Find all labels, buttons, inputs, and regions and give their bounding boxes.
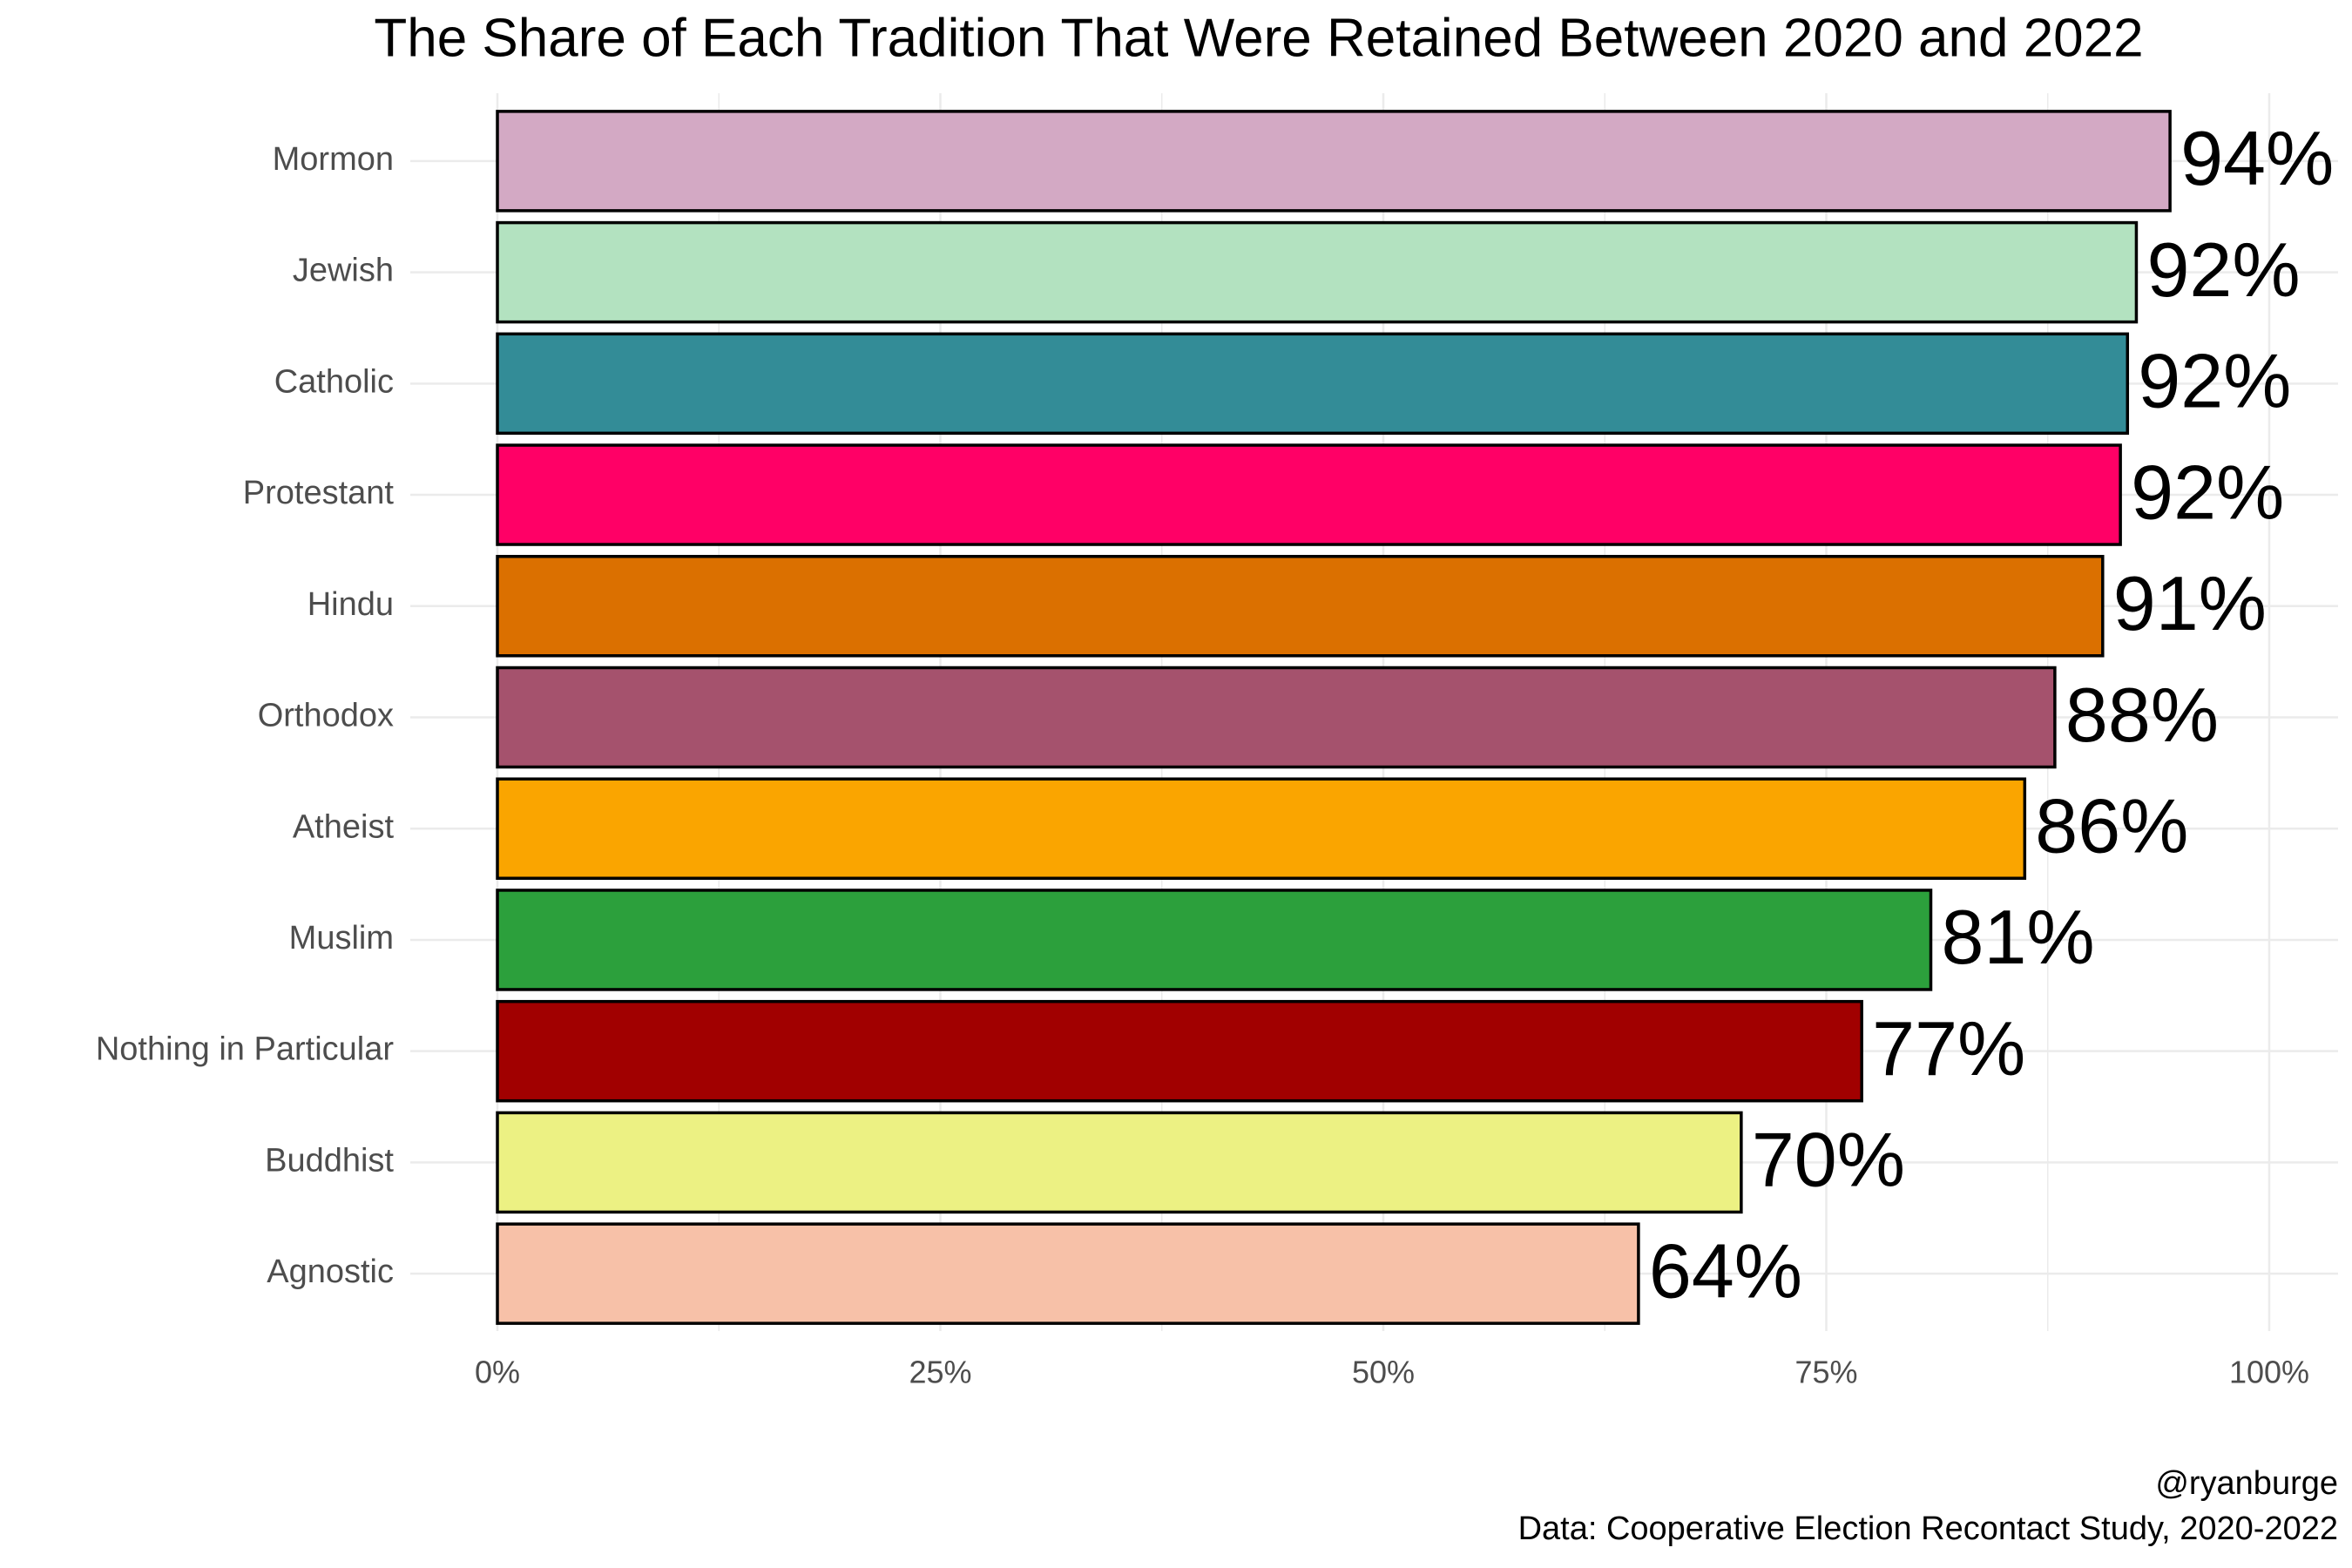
value-label: 81% (1942, 894, 2095, 980)
y-tick-label: Agnostic (267, 1254, 394, 1290)
x-tick-label: 25% (909, 1355, 971, 1390)
bar (496, 332, 2130, 436)
y-tick-label: Catholic (274, 363, 394, 400)
bar (496, 999, 1863, 1103)
caption: @ryanburge (2155, 1465, 2338, 1502)
value-label: 92% (2146, 226, 2300, 313)
x-tick-label: 100% (2229, 1355, 2309, 1390)
x-tick-label: 0% (475, 1355, 520, 1390)
value-label: 91% (2113, 560, 2267, 646)
value-label: 88% (2065, 672, 2219, 758)
bar (496, 555, 2105, 658)
value-label: 77% (1872, 1005, 2025, 1092)
bar (496, 443, 2122, 546)
value-label: 92% (2131, 449, 2284, 535)
bar (496, 889, 1933, 991)
y-tick-label: Orthodox (258, 698, 394, 734)
value-label: 70% (1752, 1117, 1905, 1203)
value-label: 92% (2138, 338, 2291, 424)
bar (496, 110, 2172, 213)
x-tick-label: 75% (1794, 1355, 1857, 1390)
x-tick-label: 50% (1352, 1355, 1415, 1390)
y-tick-label: Atheist (293, 808, 395, 845)
y-tick-label: Buddhist (265, 1142, 394, 1179)
value-label: 64% (1649, 1227, 1802, 1314)
y-tick-label: Protestant (243, 475, 395, 511)
y-tick-label: Mormon (273, 141, 394, 178)
bar (496, 1111, 1743, 1214)
bar (496, 777, 2027, 880)
value-label: 86% (2035, 782, 2188, 868)
chart-title: The Share of Each Tradition That Were Re… (374, 8, 2143, 68)
caption: Data: Cooperative Election Recontact Stu… (1518, 1511, 2338, 1547)
value-label: 94% (2180, 115, 2334, 201)
y-tick-label: Muslim (289, 920, 394, 956)
bar (496, 666, 2057, 769)
bar (496, 220, 2139, 324)
y-tick-label: Jewish (293, 253, 394, 289)
bar (496, 1222, 1640, 1325)
y-tick-label: Hindu (308, 586, 394, 623)
y-tick-label: Nothing in Particular (96, 1031, 395, 1068)
